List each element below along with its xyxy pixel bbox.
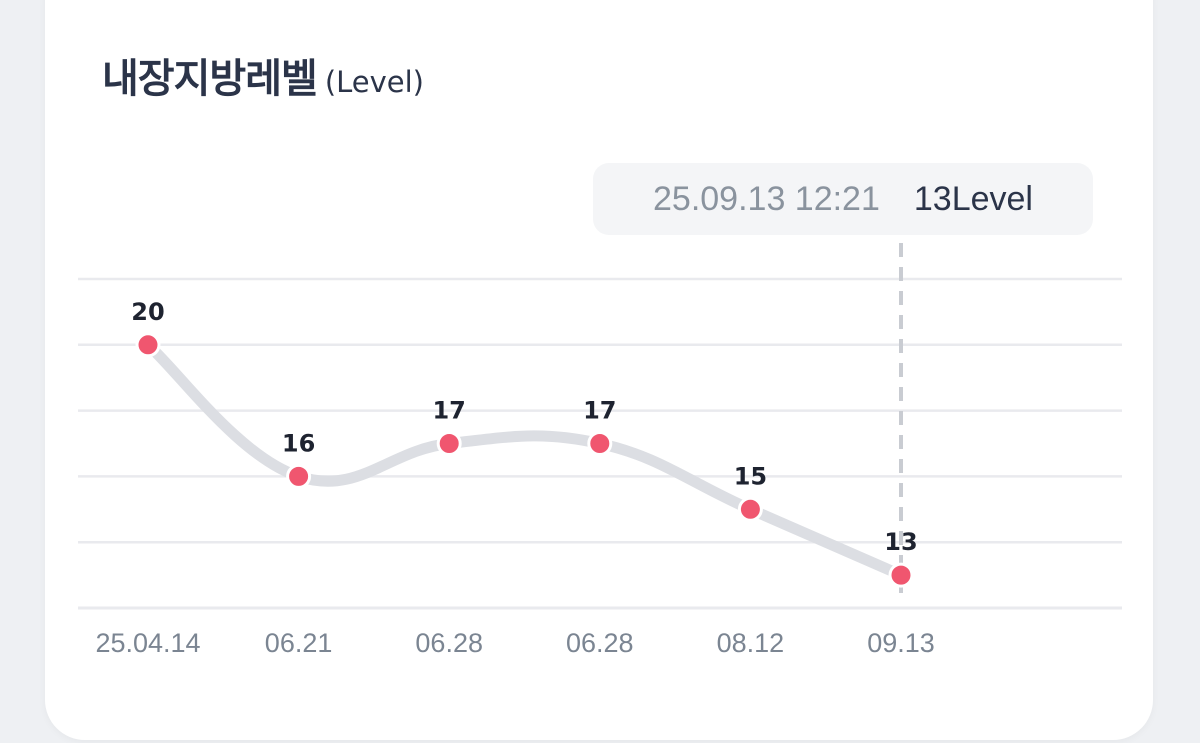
card-header: 내장지방레벨 (Level) [102, 46, 424, 104]
data-point[interactable] [737, 496, 763, 522]
data-label: 20 [131, 298, 164, 326]
visceral-fat-card [45, 0, 1153, 740]
chart-title: 내장지방레벨 [102, 56, 318, 102]
x-tick-label: 06.28 [415, 628, 483, 658]
x-tick-label: 09.13 [867, 628, 935, 658]
data-label: 17 [432, 397, 465, 425]
gridlines [78, 277, 1122, 610]
series-line [142, 339, 907, 581]
chart-unit: (Level) [324, 65, 424, 99]
tooltip-date: 25.09.13 12:21 [653, 179, 880, 218]
data-point[interactable] [135, 332, 161, 358]
data-label: 13 [884, 528, 917, 556]
x-tick-label: 06.28 [566, 628, 634, 658]
x-tick-label: 08.12 [717, 628, 785, 658]
data-point[interactable] [436, 431, 462, 456]
data-labels: 20 16 17 17 15 13 [131, 298, 917, 556]
data-point[interactable] [286, 463, 312, 489]
x-tick-label: 06.21 [265, 628, 333, 658]
data-point[interactable] [587, 431, 613, 456]
selected-point-tooltip: 25.09.13 12:21 13Level [593, 163, 1093, 235]
data-label: 16 [282, 429, 315, 457]
x-tick-label: 25.04.14 [95, 628, 200, 658]
data-points [135, 332, 914, 588]
data-label: 15 [734, 462, 767, 490]
data-point[interactable] [888, 562, 914, 588]
data-label: 17 [583, 397, 616, 425]
tooltip-value: 13Level [913, 179, 1033, 218]
x-axis-labels: 25.04.14 06.21 06.28 06.28 08.12 09.13 [95, 628, 934, 658]
